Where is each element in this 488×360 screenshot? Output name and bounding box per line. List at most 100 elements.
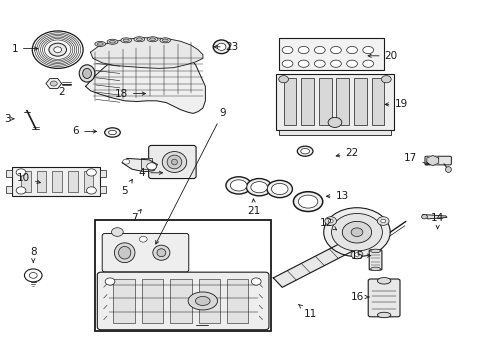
Circle shape [331, 213, 382, 251]
Ellipse shape [266, 180, 292, 198]
Bar [100, 186, 106, 193]
Circle shape [122, 159, 129, 164]
Ellipse shape [121, 38, 131, 43]
Ellipse shape [104, 128, 120, 137]
Polygon shape [85, 50, 205, 113]
Ellipse shape [370, 249, 380, 253]
Bar [276, 74, 393, 130]
Ellipse shape [188, 292, 217, 310]
Ellipse shape [162, 39, 168, 41]
FancyBboxPatch shape [368, 250, 381, 270]
Polygon shape [122, 158, 157, 172]
Bar [113, 279, 135, 323]
Ellipse shape [109, 40, 115, 43]
Ellipse shape [297, 146, 312, 156]
Bar [226, 279, 248, 323]
FancyBboxPatch shape [367, 279, 399, 317]
Circle shape [354, 253, 359, 256]
Bar [6, 170, 12, 177]
Ellipse shape [134, 37, 144, 42]
Bar [336, 78, 348, 125]
Ellipse shape [167, 155, 182, 169]
Ellipse shape [298, 195, 317, 208]
Bar [318, 78, 331, 125]
Circle shape [377, 217, 388, 225]
Bar [278, 130, 390, 135]
Bar [68, 171, 78, 192]
Bar [21, 171, 31, 192]
Ellipse shape [293, 192, 322, 211]
Ellipse shape [114, 243, 135, 263]
Bar [283, 78, 296, 125]
Circle shape [50, 81, 57, 86]
Circle shape [54, 47, 61, 53]
Circle shape [86, 169, 96, 176]
Circle shape [16, 187, 26, 194]
Text: 19: 19 [385, 99, 407, 109]
Text: 6: 6 [72, 126, 96, 136]
Ellipse shape [95, 41, 105, 46]
Ellipse shape [282, 46, 292, 54]
Ellipse shape [160, 38, 170, 43]
Ellipse shape [147, 37, 158, 42]
Circle shape [327, 219, 332, 223]
Text: 3: 3 [4, 114, 14, 124]
Ellipse shape [330, 60, 341, 67]
Text: 9: 9 [155, 108, 225, 244]
Circle shape [350, 250, 362, 259]
FancyBboxPatch shape [424, 156, 450, 165]
Text: 14: 14 [430, 213, 444, 229]
Polygon shape [273, 242, 352, 287]
Ellipse shape [250, 181, 267, 193]
Ellipse shape [377, 312, 390, 318]
Text: 8: 8 [30, 247, 37, 262]
Ellipse shape [79, 65, 95, 82]
Ellipse shape [152, 245, 170, 260]
FancyBboxPatch shape [102, 234, 188, 272]
Circle shape [49, 43, 66, 56]
Ellipse shape [119, 246, 131, 259]
Polygon shape [426, 156, 438, 166]
Text: 22: 22 [335, 148, 358, 158]
Ellipse shape [314, 46, 325, 54]
Circle shape [146, 163, 156, 170]
Circle shape [381, 76, 390, 83]
Polygon shape [422, 215, 446, 219]
Text: 13: 13 [326, 191, 348, 201]
Bar [198, 279, 220, 323]
Ellipse shape [107, 39, 118, 44]
Circle shape [139, 236, 147, 242]
Ellipse shape [362, 60, 373, 67]
Bar [141, 158, 151, 169]
Ellipse shape [108, 130, 116, 135]
Ellipse shape [282, 60, 292, 67]
Text: 4: 4 [138, 168, 162, 178]
Circle shape [111, 228, 123, 236]
Ellipse shape [123, 39, 129, 41]
Ellipse shape [149, 38, 155, 40]
Circle shape [327, 117, 341, 127]
Circle shape [350, 228, 362, 237]
Text: 10: 10 [17, 173, 41, 184]
Text: 1: 1 [11, 44, 38, 54]
Bar [95, 220, 271, 331]
Text: 23: 23 [214, 42, 239, 52]
Circle shape [380, 219, 385, 223]
Ellipse shape [362, 46, 373, 54]
Ellipse shape [330, 46, 341, 54]
Ellipse shape [217, 43, 225, 50]
Ellipse shape [230, 180, 246, 191]
Bar [371, 78, 384, 125]
Text: 2: 2 [58, 87, 64, 97]
Bar [100, 170, 106, 177]
Bar [6, 186, 12, 193]
Ellipse shape [162, 152, 186, 172]
Circle shape [16, 169, 26, 176]
Ellipse shape [346, 60, 357, 67]
Ellipse shape [298, 46, 308, 54]
Ellipse shape [213, 40, 229, 54]
Circle shape [86, 187, 96, 194]
Bar [170, 279, 191, 323]
Circle shape [342, 221, 371, 243]
Text: 16: 16 [349, 292, 368, 302]
